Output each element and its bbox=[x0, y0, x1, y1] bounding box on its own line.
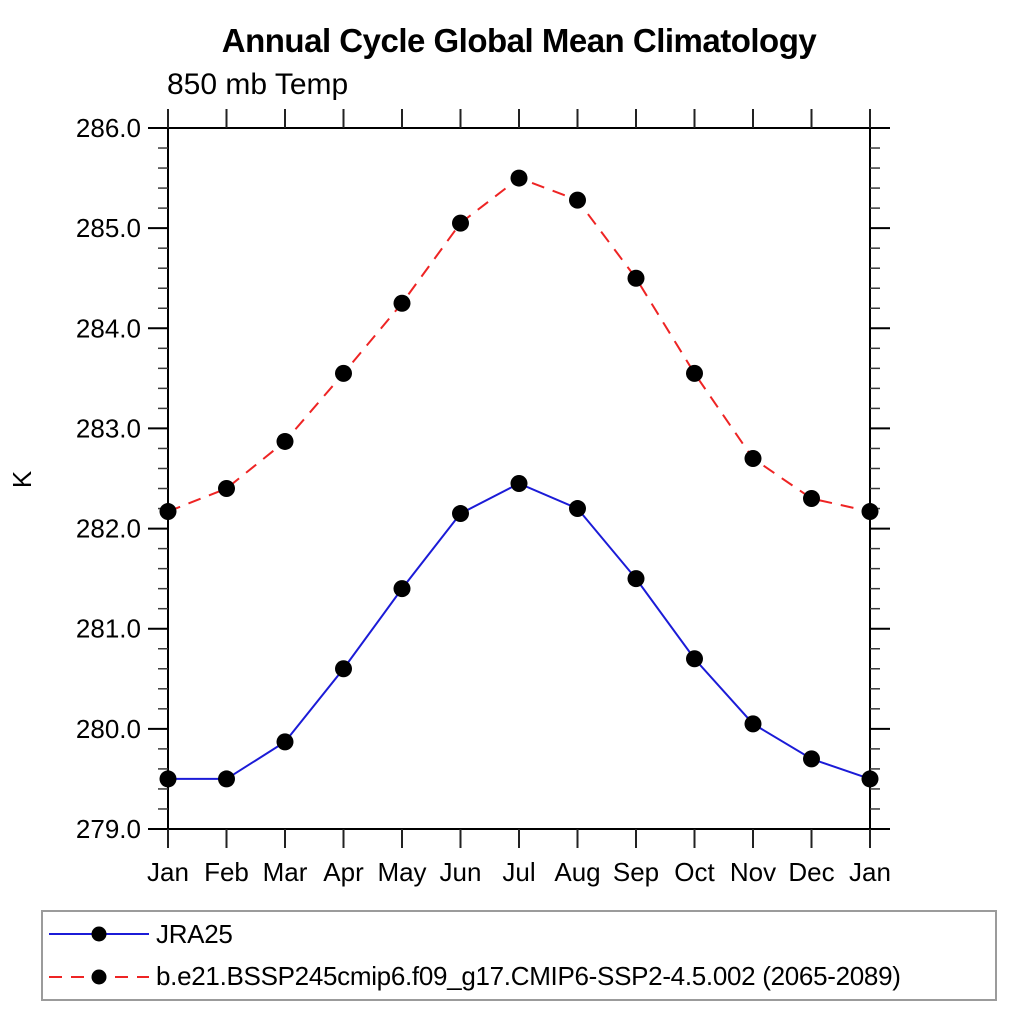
jra25-marker bbox=[218, 770, 235, 788]
x-axis-tick-label: May bbox=[377, 857, 426, 887]
x-axis-tick-label: Sep bbox=[613, 857, 659, 887]
ssp245-marker bbox=[393, 294, 411, 312]
ssp245-marker bbox=[744, 449, 762, 467]
x-axis-tick-label: Apr bbox=[323, 857, 364, 887]
ssp245-marker bbox=[218, 480, 235, 498]
jra25-marker bbox=[569, 500, 586, 518]
x-axis-tick-label: Jul bbox=[502, 857, 535, 887]
x-axis-tick-label: Oct bbox=[674, 857, 715, 887]
chart-title: Annual Cycle Global Mean Climatology bbox=[221, 22, 817, 59]
jra25-line-swatch-icon bbox=[49, 926, 149, 942]
jra25-marker bbox=[452, 505, 469, 523]
legend-item-ssp245: b.e21.BSSP245cmip6.f09_g17.CMIP6-SSP2-4.… bbox=[47, 957, 995, 997]
x-axis-tick-label: Dec bbox=[788, 857, 834, 887]
jra25-marker bbox=[803, 750, 820, 768]
y-axis-tick-label: 286.0 bbox=[76, 113, 141, 143]
legend-label-ssp245: b.e21.BSSP245cmip6.f09_g17.CMIP6-SSP2-4.… bbox=[156, 961, 901, 992]
x-axis-tick-label: Jan bbox=[849, 857, 891, 887]
y-axis-tick-label: 280.0 bbox=[76, 714, 141, 744]
x-axis-tick-label: Jun bbox=[440, 857, 482, 887]
jra25-marker bbox=[510, 475, 528, 493]
ssp245-marker bbox=[452, 214, 469, 232]
ssp245-marker bbox=[686, 364, 703, 382]
jra25-marker bbox=[744, 715, 762, 733]
legend-item-jra25: JRA25 bbox=[47, 914, 995, 954]
jra25-marker bbox=[686, 650, 703, 668]
legend: JRA25 b.e21.BSSP245cmip6.f09_g17.CMIP6-S… bbox=[41, 910, 997, 1001]
chart-subtitle: 850 mb Temp bbox=[167, 68, 349, 101]
ssp245-line-swatch-icon bbox=[49, 969, 149, 985]
y-axis-tick-label: 283.0 bbox=[76, 413, 141, 443]
ssp245-marker bbox=[335, 364, 352, 382]
ssp245-marker bbox=[803, 490, 820, 508]
ssp245-line bbox=[167, 176, 871, 513]
x-axis-tick-label: Aug bbox=[554, 857, 600, 887]
x-axis-tick-label: Nov bbox=[730, 857, 776, 887]
y-axis-tick-label: 281.0 bbox=[76, 614, 141, 644]
jra25-line bbox=[168, 482, 871, 780]
ssp245-marker bbox=[569, 191, 586, 209]
ssp245-marker bbox=[861, 503, 879, 521]
jra25-marker bbox=[627, 570, 645, 588]
ssp245-marker bbox=[159, 503, 177, 521]
y-axis-tick-label: 284.0 bbox=[76, 313, 141, 343]
x-axis-tick-label: Mar bbox=[263, 857, 308, 887]
x-axis-tick-label: Feb bbox=[204, 857, 249, 887]
jra25-marker bbox=[335, 660, 352, 678]
jra25-marker bbox=[861, 770, 879, 788]
ssp245-marker bbox=[627, 269, 645, 287]
y-axis-tick-label: 285.0 bbox=[76, 213, 141, 243]
x-axis-tick-label: Jan bbox=[147, 857, 189, 887]
ssp245-marker bbox=[510, 169, 528, 187]
y-axis-tick-label: 282.0 bbox=[76, 514, 141, 544]
legend-label-jra25: JRA25 bbox=[156, 918, 233, 949]
ssp245-marker bbox=[276, 432, 294, 450]
ssp245-legend-marker bbox=[91, 969, 107, 985]
jra25-marker bbox=[393, 580, 411, 598]
jra25-marker bbox=[159, 770, 177, 788]
jra25-marker bbox=[276, 733, 294, 751]
y-axis-tick-label: 279.0 bbox=[76, 814, 141, 844]
jra25-legend-marker bbox=[91, 926, 107, 942]
